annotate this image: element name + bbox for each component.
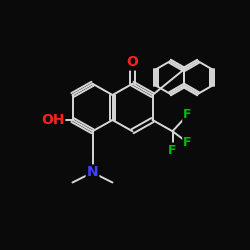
Text: O: O (126, 56, 138, 70)
Text: F: F (183, 108, 192, 122)
Text: F: F (168, 144, 177, 156)
Text: N: N (87, 166, 98, 179)
Text: F: F (183, 136, 192, 149)
Text: OH: OH (41, 113, 64, 127)
